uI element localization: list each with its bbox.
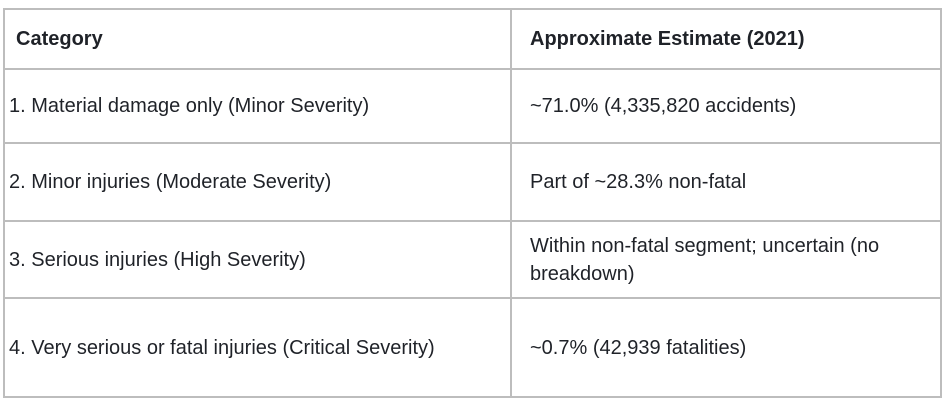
cell-estimate-2: Part of ~28.3% non-fatal <box>510 142 942 222</box>
table-row: 2. Minor injuries (Moderate Severity) Pa… <box>3 142 942 222</box>
table-header-row: Category Approximate Estimate (2021) <box>3 8 942 70</box>
column-header-approximate-estimate: Approximate Estimate (2021) <box>510 8 942 70</box>
column-header-category: Category <box>3 8 512 70</box>
table-row: 4. Very serious or fatal injuries (Criti… <box>3 297 942 398</box>
severity-estimates-table: Category Approximate Estimate (2021) 1. … <box>3 8 942 398</box>
table-row: 1. Material damage only (Minor Severity)… <box>3 68 942 144</box>
cell-category-2: 2. Minor injuries (Moderate Severity) <box>3 142 512 222</box>
cell-estimate-1: ~71.0% (4,335,820 accidents) <box>510 68 942 144</box>
cell-category-1: 1. Material damage only (Minor Severity) <box>3 68 512 144</box>
cell-estimate-3: Within non-fatal segment; uncertain (no … <box>510 220 942 299</box>
table-row: 3. Serious injuries (High Severity) With… <box>3 220 942 299</box>
cell-estimate-4: ~0.7% (42,939 fatalities) <box>510 297 942 398</box>
cell-category-3: 3. Serious injuries (High Severity) <box>3 220 512 299</box>
cell-category-4: 4. Very serious or fatal injuries (Criti… <box>3 297 512 398</box>
severity-estimates-table-container: Category Approximate Estimate (2021) 1. … <box>3 8 942 398</box>
